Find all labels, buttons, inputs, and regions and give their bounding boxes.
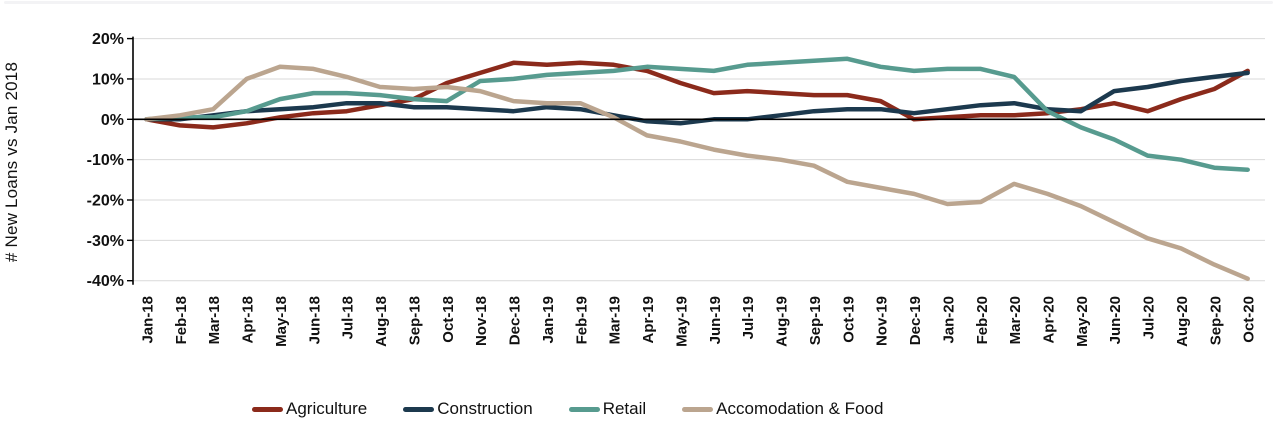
- legend-item-agriculture: Agriculture: [252, 399, 367, 419]
- y-axis-title: # New Loans vs Jan 2018: [2, 62, 21, 262]
- x-tick-label-jun-18: Jun-18: [306, 296, 323, 344]
- x-tick-label-feb-18: Feb-18: [173, 296, 190, 344]
- x-tick-label-nov-19: Nov-19: [874, 296, 891, 346]
- chart-legend: Agriculture Construction Retail Accomodatio…: [252, 399, 883, 419]
- y-tick-label-0%: 0%: [101, 112, 124, 129]
- x-tick-label-nov-18: Nov-18: [473, 296, 490, 346]
- x-tick-label-jan-18: Jan-18: [140, 296, 157, 344]
- legend-item-accomodation-food: Accomodation & Food: [682, 399, 883, 419]
- x-tick-label-jan-19: Jan-19: [540, 296, 557, 344]
- x-tick-label-jul-18: Jul-18: [340, 296, 357, 339]
- x-tick-label-aug-20: Aug-20: [1174, 296, 1191, 347]
- x-tick-label-aug-19: Aug-19: [774, 296, 791, 347]
- legend-label-retail: Retail: [602, 399, 647, 418]
- x-tick-label-dec-19: Dec-19: [907, 296, 924, 345]
- x-tick-label-mar-19: Mar-19: [607, 296, 624, 344]
- legend-label-agriculture: Agriculture: [286, 399, 368, 418]
- x-tick-label-sep-20: Sep-20: [1207, 296, 1224, 345]
- x-tick-label-feb-20: Feb-20: [974, 296, 991, 344]
- x-tick-label-oct-20: Oct-20: [1241, 296, 1258, 343]
- x-tick-label-may-19: May-19: [673, 296, 690, 347]
- x-tick-label-apr-19: Apr-19: [640, 296, 657, 344]
- x-tick-label-oct-18: Oct-18: [440, 296, 457, 343]
- legend-item-construction: Construction: [403, 399, 533, 419]
- legend-marker-retail: [568, 406, 600, 412]
- legend-label-accomodation-food: Accomodation & Food: [716, 399, 884, 418]
- x-tick-label-feb-19: Feb-19: [573, 296, 590, 344]
- y-tick-label--10%: -10%: [87, 152, 124, 169]
- y-tick-label--30%: -30%: [87, 233, 124, 250]
- x-tick-label-aug-18: Aug-18: [373, 296, 390, 347]
- axis-labels-group: 20% 10% 0% -10% -20% -30% -40% Jan-18 Feb-18 Mar-…: [87, 31, 1258, 347]
- top-divider: [4, 1, 1273, 4]
- y-tick-label--40%: -40%: [87, 273, 124, 290]
- legend-label-construction: Construction: [437, 399, 533, 418]
- x-tick-label-jun-19: Jun-19: [707, 296, 724, 344]
- x-tick-label-mar-18: Mar-18: [206, 296, 223, 344]
- x-tick-label-may-20: May-20: [1074, 296, 1091, 347]
- legend-marker-accomodation-food: [682, 406, 714, 412]
- legend-item-retail: Retail: [568, 399, 647, 419]
- x-tick-label-jul-20: Jul-20: [1141, 296, 1158, 339]
- series-line-construction: [144, 70, 1250, 126]
- x-tick-label-sep-18: Sep-18: [406, 296, 423, 345]
- x-tick-label-mar-20: Mar-20: [1007, 296, 1024, 344]
- y-tick-label-10%: 10%: [92, 71, 124, 88]
- y-tick-label-20%: 20%: [92, 31, 124, 48]
- x-tick-label-oct-19: Oct-19: [840, 296, 857, 343]
- gridlines-group: [133, 38, 1265, 282]
- x-tick-label-apr-20: Apr-20: [1040, 296, 1057, 344]
- x-tick-label-apr-18: Apr-18: [240, 296, 257, 344]
- legend-marker-agriculture: [252, 406, 283, 412]
- x-tick-label-jul-19: Jul-19: [740, 296, 757, 339]
- x-tick-label-sep-19: Sep-19: [807, 296, 824, 345]
- x-tick-label-may-18: May-18: [273, 296, 290, 347]
- x-tick-label-jun-20: Jun-20: [1107, 296, 1124, 344]
- x-tick-label-jan-20: Jan-20: [940, 296, 957, 344]
- series-group: [144, 56, 1250, 281]
- legend-marker-construction: [403, 406, 435, 412]
- x-tick-label-dec-18: Dec-18: [507, 296, 524, 345]
- series-line-accomodation-food: [144, 64, 1250, 281]
- axes-group: [127, 36, 1265, 285]
- y-tick-label--20%: -20%: [87, 193, 124, 210]
- line-chart: # New Loans vs Jan 2018 20% 10% 0% -10% -20%…: [2, 31, 1265, 347]
